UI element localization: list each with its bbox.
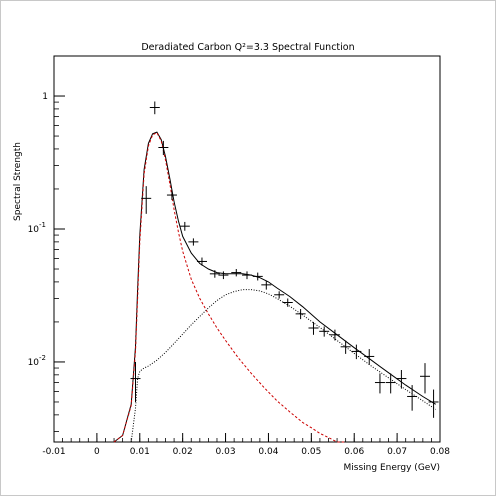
- plot-frame: [53, 55, 441, 443]
- y-tick-label: 1: [42, 92, 48, 102]
- chart-title: Deradiated Carbon Q²=3.3 Spectral Functi…: [141, 42, 354, 53]
- plot-area: -0.01 0 0.01 0.02 0.03 0.04 0.05 0.06 0.07 0.08 1 1…: [28, 55, 450, 457]
- y-tick-label: 10-1: [28, 221, 46, 235]
- x-tick-label: 0.04: [258, 447, 278, 457]
- x-tick-label: 0.02: [173, 447, 193, 457]
- y-tick-label: 10-2: [28, 354, 46, 368]
- x-tick-label: 0.01: [130, 447, 150, 457]
- peak-component-curve: [113, 132, 346, 443]
- x-tick-label: 0.06: [344, 447, 364, 457]
- x-tick-label: 0.07: [387, 447, 407, 457]
- total-fit-curve: [113, 131, 436, 443]
- x-tick-label: 0: [94, 447, 100, 457]
- x-tick-label: 0.08: [430, 447, 450, 457]
- x-tick-label: 0.05: [301, 447, 321, 457]
- x-axis-title: Missing Energy (GeV): [344, 463, 440, 473]
- continuum-component-curve: [130, 289, 436, 443]
- y-axis-title: Spectral Strength: [13, 142, 23, 221]
- x-tick-label: -0.01: [42, 447, 65, 457]
- x-tick-label: 0.03: [216, 447, 236, 457]
